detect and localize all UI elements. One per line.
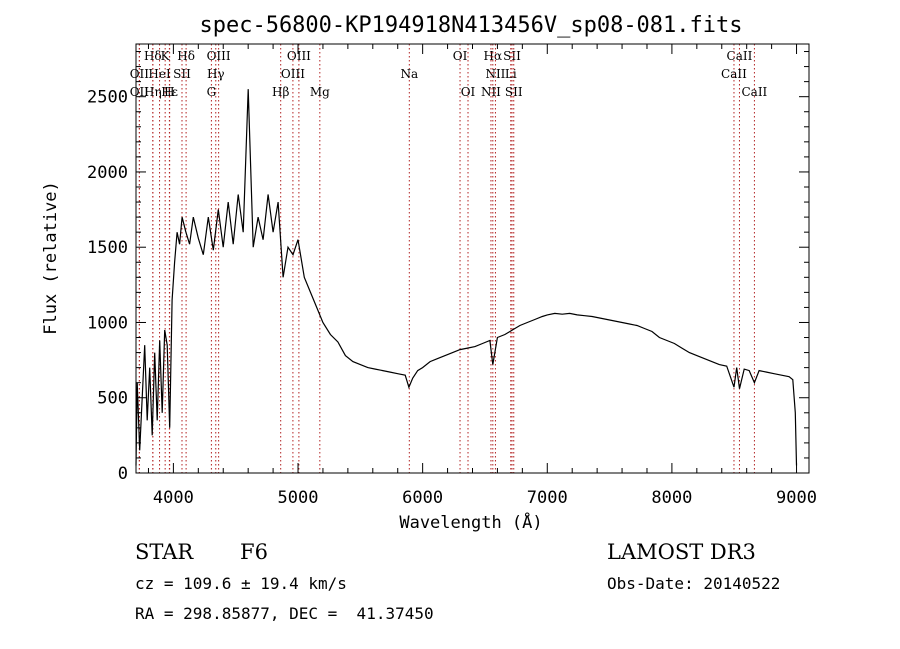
chart-title: spec-56800-KP194918N413456V_sp08-081.fit…	[199, 13, 742, 38]
y-tick-label: 2500	[87, 88, 128, 108]
coordinates: RA = 298.85877, DEC = 41.37450	[135, 604, 434, 623]
line-label: OII	[130, 67, 150, 81]
x-tick-label: 6000	[402, 488, 443, 508]
x-tick-label: 5000	[278, 488, 319, 508]
object-subclass: F6	[240, 540, 268, 564]
line-label: Li	[505, 67, 517, 81]
line-label: Mg	[310, 85, 330, 99]
line-label: NII	[481, 85, 501, 99]
line-label: CaII	[741, 85, 767, 99]
line-label: OIII	[287, 49, 311, 63]
line-label: Hβ	[272, 85, 289, 99]
y-tick-label: 2000	[87, 163, 128, 183]
survey-name: LAMOST DR3	[607, 540, 756, 564]
y-tick-label: 1000	[87, 313, 128, 333]
object-type: STAR	[135, 540, 194, 564]
line-label: HeI	[148, 67, 171, 81]
redshift-text: cz = 109.6 ± 19.4 km/s	[135, 574, 347, 593]
line-label: OIII	[281, 67, 305, 81]
spectrum-line	[135, 89, 798, 466]
line-label: K	[161, 49, 171, 63]
line-label: Na	[400, 67, 418, 81]
line-label: OI	[461, 85, 476, 99]
y-tick-label: 500	[97, 389, 128, 409]
line-label: H	[164, 85, 174, 99]
x-axis: 4000 5000 6000 7000 8000 9000	[147, 44, 817, 508]
line-label: SII	[503, 49, 521, 63]
line-label: G	[207, 85, 217, 99]
x-tick-label: 7000	[527, 488, 568, 508]
y-axis: 0 500 1000 1500 2000 2500	[87, 51, 809, 484]
plot-frame	[135, 43, 810, 474]
x-axis-label: Wavelength (Å)	[399, 511, 542, 533]
line-label: OIII	[207, 49, 231, 63]
line-label: OI	[453, 49, 468, 63]
line-label: OII	[130, 85, 150, 99]
line-label: Hα	[484, 49, 503, 63]
y-tick-label: 1500	[87, 238, 128, 258]
obs-date: Obs-Date: 20140522	[607, 574, 781, 593]
x-tick-label: 9000	[776, 488, 817, 508]
line-label: Hη	[144, 85, 162, 99]
line-label: SII	[173, 67, 191, 81]
line-label: NII	[485, 67, 505, 81]
x-tick-label: 4000	[153, 488, 194, 508]
line-label: Hδ	[177, 49, 195, 63]
line-label: SII	[505, 85, 523, 99]
line-label: Hγ	[207, 67, 225, 81]
y-axis-label: Flux (relative)	[41, 181, 61, 335]
line-label: CaII	[721, 67, 747, 81]
line-label: CaII	[727, 49, 753, 63]
x-tick-label: 8000	[651, 488, 692, 508]
y-tick-label: 0	[118, 464, 128, 484]
